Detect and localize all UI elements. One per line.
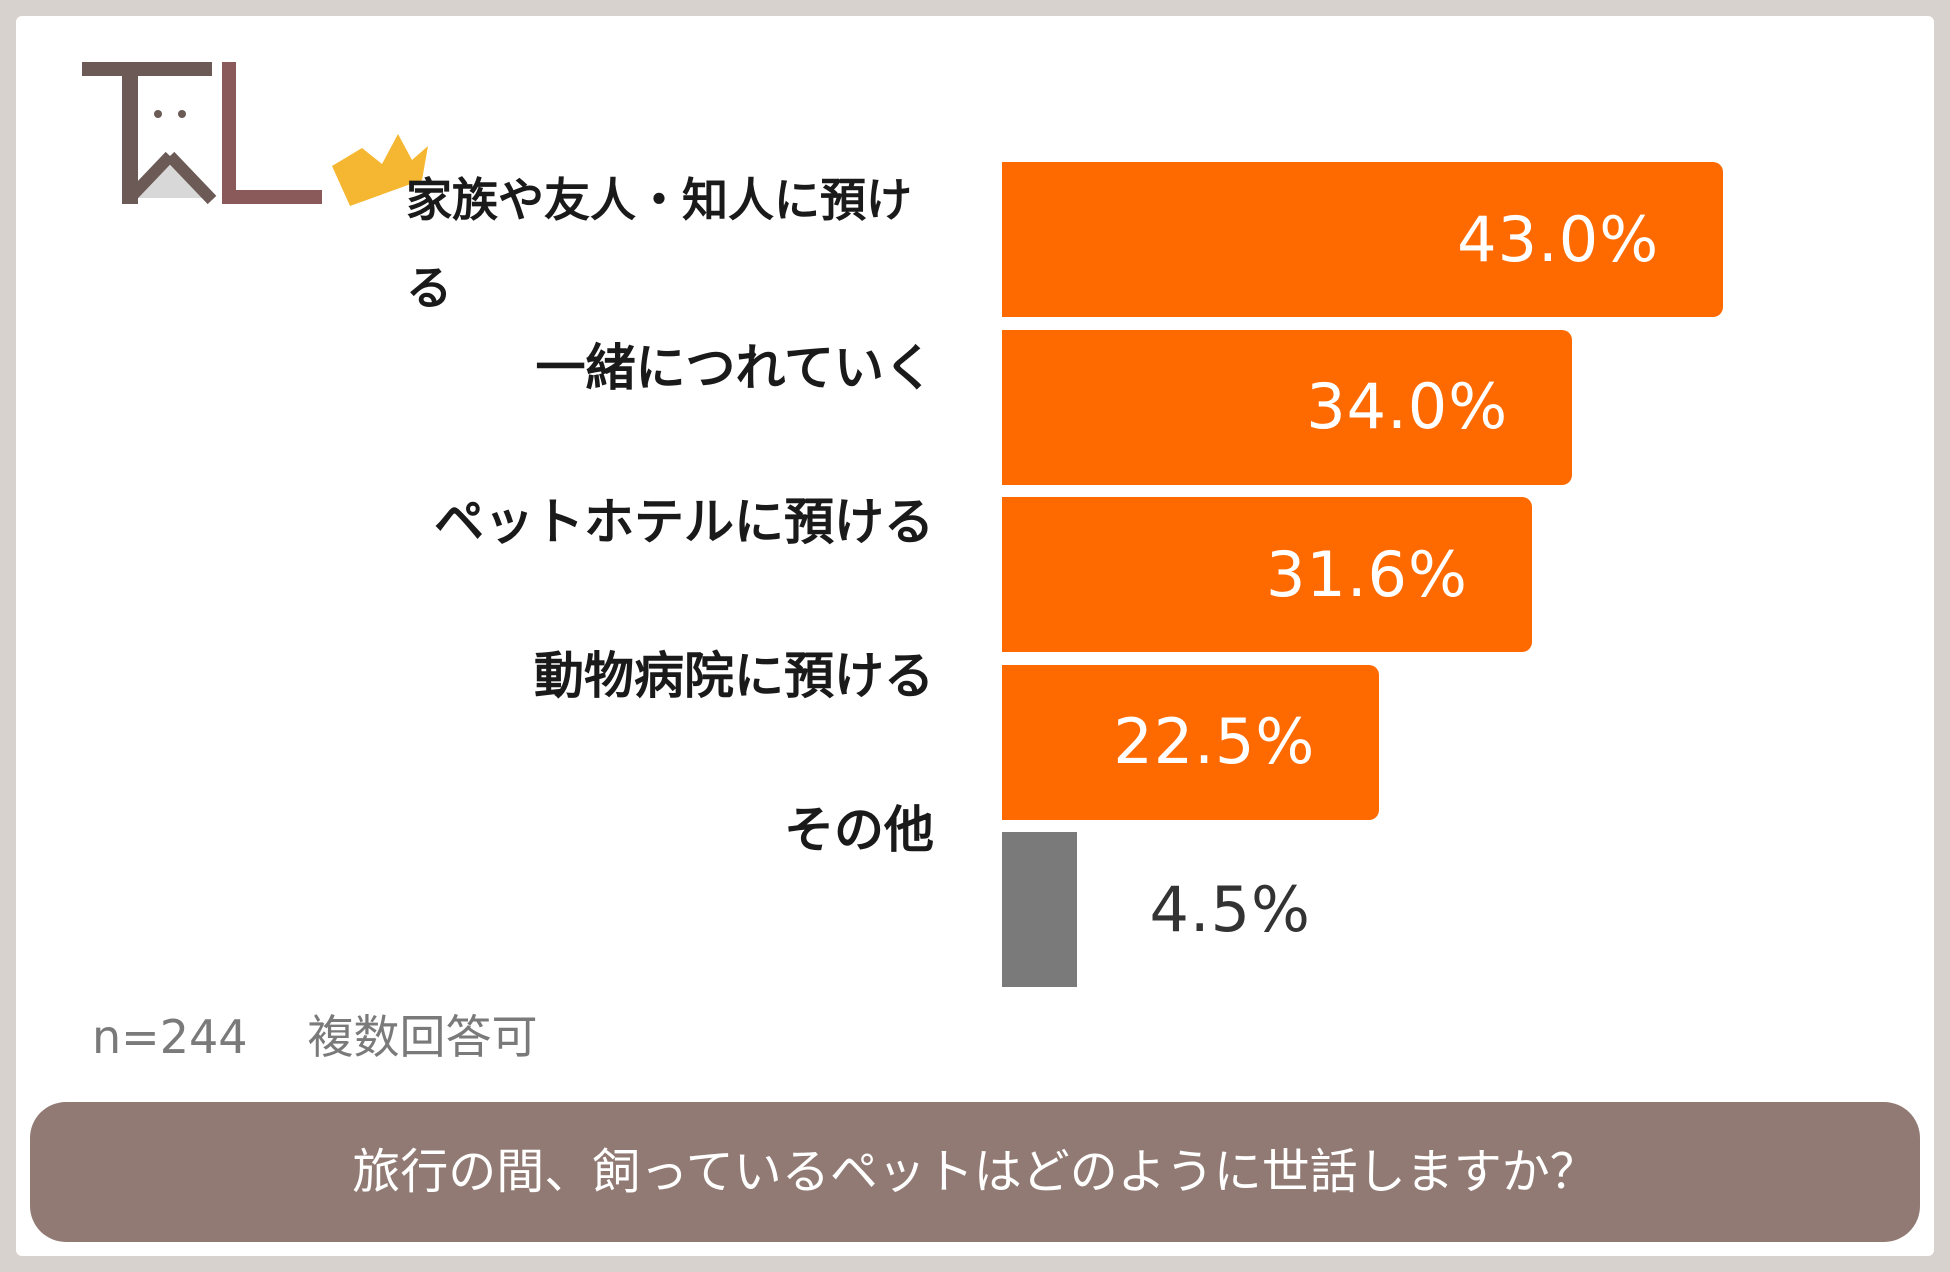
category-label: 一緒につれていく <box>535 339 935 397</box>
bar <box>1002 329 1573 485</box>
category-label: ペットホテルに預ける <box>434 493 934 551</box>
category-label: その他 <box>784 801 934 859</box>
value-label: 4.5% <box>1149 872 1311 946</box>
sample-size: n=244 <box>92 1010 248 1064</box>
chart-card: 家族や友人・知人に預ける 一緒につれていく ペットホテルに預ける 動物病院に預け… <box>16 16 1934 1256</box>
sample-note: n=244 複数回答可 <box>92 1001 538 1067</box>
bar <box>1002 664 1380 820</box>
question-banner: 旅行の間、飼っているペットはどのように世話しますか？ <box>30 1102 1920 1242</box>
tal-logo <box>82 62 428 206</box>
value-label: 34.0% <box>1306 370 1509 443</box>
bar <box>1002 832 1078 987</box>
category-label: 動物病院に預ける <box>534 647 934 705</box>
bar <box>1002 162 1724 317</box>
bar <box>1002 497 1532 652</box>
category-label: 家族や友人・知人に預ける <box>406 173 912 315</box>
value-label: 22.5% <box>1113 705 1316 778</box>
crown-icon <box>332 134 428 206</box>
answer-type: 複数回答可 <box>307 1010 538 1064</box>
value-label: 31.6% <box>1265 537 1468 611</box>
value-label: 43.0% <box>1457 202 1660 276</box>
